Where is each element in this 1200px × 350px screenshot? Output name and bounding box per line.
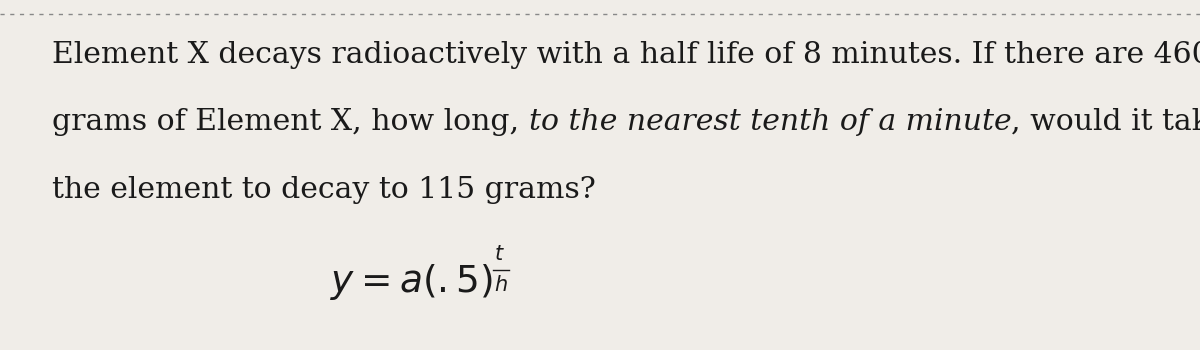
Text: to the nearest tenth of a minute: to the nearest tenth of a minute [529, 108, 1012, 136]
Text: Element X decays radioactively with a half life of 8 minutes. If there are 460: Element X decays radioactively with a ha… [52, 41, 1200, 69]
Text: $y = a(.5)$: $y = a(.5)$ [330, 262, 493, 302]
Text: $h$: $h$ [494, 275, 508, 295]
Text: , would it take: , would it take [1012, 108, 1200, 136]
Text: $h$: $h$ [494, 275, 508, 295]
Text: the element to decay to 115 grams?: the element to decay to 115 grams? [52, 176, 596, 204]
Text: $t$: $t$ [494, 245, 505, 264]
Text: $t$: $t$ [494, 245, 505, 264]
Text: grams of Element X, how long,: grams of Element X, how long, [52, 108, 529, 136]
